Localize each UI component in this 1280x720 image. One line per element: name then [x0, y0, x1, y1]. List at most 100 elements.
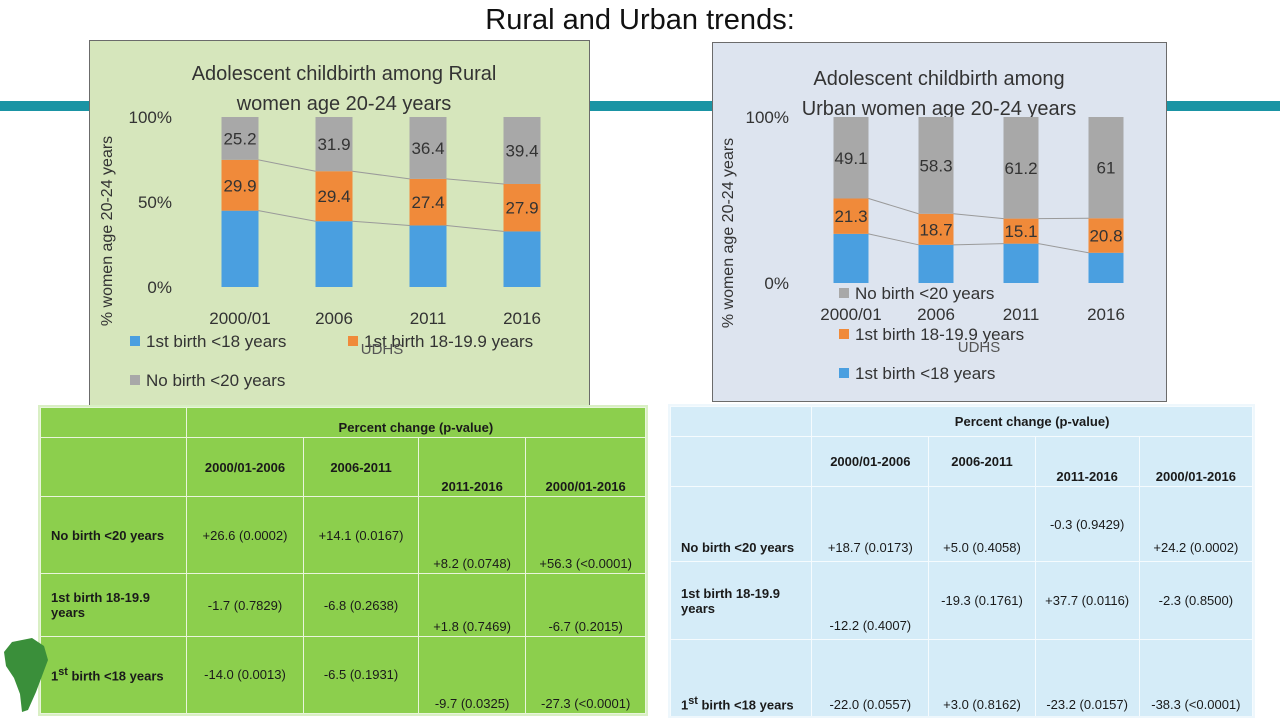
legend-swatch: [348, 336, 358, 346]
x-tick-label: 2016: [1087, 305, 1125, 324]
x-axis-title: UDHS: [958, 339, 1001, 356]
legend-label: 1st birth 18-19.9 years: [855, 325, 1024, 344]
bar-segment: [1003, 117, 1039, 219]
table-cell: -6.8 (0.2638): [303, 573, 419, 637]
africa-map-icon: [4, 638, 48, 712]
table-row: 1st birth <18 years -14.0 (0.0013) -6.5 …: [40, 635, 646, 714]
table-cell: -6.7 (0.2015): [525, 573, 646, 637]
data-label: 29.9: [223, 176, 256, 195]
y-axis-title: % women age 20-24 years: [99, 136, 116, 326]
chart-title: Urban women age 20-24 years: [802, 98, 1077, 120]
table-cell: +18.7 (0.0173): [811, 486, 930, 562]
bar-segment: [833, 233, 869, 283]
series-line: [446, 178, 504, 185]
table-cell: +56.3 (<0.0001): [525, 496, 646, 575]
column-header: 2006-2011: [303, 437, 419, 498]
x-tick-label: 2011: [410, 309, 447, 328]
group-header: Percent change (p-value): [185, 407, 646, 439]
table-cell: -12.2 (0.4007): [811, 561, 930, 640]
table-cell: -2.3 (0.8500): [1138, 561, 1253, 640]
data-label: 27.9: [505, 199, 538, 218]
bar-segment: [918, 117, 954, 214]
row-label-superscript: st: [58, 666, 68, 679]
legend-label: No birth <20 years: [146, 371, 285, 390]
rural-chart-panel: Adolescent childbirth among Rural women a…: [89, 40, 590, 408]
table-cell: -9.7 (0.0325): [417, 635, 527, 714]
table-cell: -14.0 (0.0013): [185, 635, 305, 714]
data-label: 61.2: [1004, 159, 1037, 178]
series-line: [352, 170, 410, 180]
series-line: [352, 220, 410, 226]
legend-label: 1st birth 18-19.9 years: [364, 332, 533, 351]
x-tick-label: 2006: [917, 305, 955, 324]
table-row: No birth <20 years +18.7 (0.0173) +5.0 (…: [670, 486, 1253, 562]
data-label: 39.4: [505, 141, 538, 160]
bar-segment: [409, 117, 447, 179]
column-header: 2000/01-2016: [525, 437, 646, 498]
y-tick-label: 0%: [764, 274, 789, 293]
bar-segment: [833, 117, 869, 199]
table-cell: -38.3 (<0.0001): [1138, 639, 1253, 716]
chart-title: Adolescent childbirth among: [813, 68, 1064, 90]
y-tick-label: 50%: [138, 193, 172, 212]
bar-segment: [221, 210, 259, 287]
column-header: 2000/01-2006: [811, 436, 930, 487]
data-label: 20.8: [1089, 227, 1122, 246]
legend-swatch: [839, 368, 849, 378]
chart-title: Adolescent childbirth among Rural: [192, 63, 497, 85]
bar-segment: [409, 178, 447, 226]
series-line: [1038, 243, 1089, 254]
bar-segment: [918, 213, 954, 245]
table-cell: -6.5 (0.1931): [303, 635, 419, 714]
table-cell: +37.7 (0.0116): [1034, 561, 1140, 640]
y-tick-label: 0%: [147, 278, 172, 297]
table-corner: [40, 437, 187, 498]
legend-swatch: [130, 375, 140, 385]
series-line: [953, 243, 1004, 246]
row-label: 1st birth 18-19.9 years: [40, 573, 187, 637]
data-label: 36.4: [411, 139, 444, 158]
x-tick-label: 2016: [503, 309, 541, 328]
bar-segment: [1003, 218, 1039, 244]
bar-segment: [833, 198, 869, 234]
bar-segment: [221, 159, 259, 211]
data-label: 61: [1097, 159, 1116, 178]
series-line: [446, 224, 504, 232]
bar-segment: [1088, 117, 1124, 219]
table-row: 1st birth <18 years -22.0 (0.0557) +3.0 …: [670, 639, 1253, 716]
data-label: 21.3: [834, 207, 867, 226]
data-label: 18.7: [919, 220, 952, 239]
table-cell: -23.2 (0.0157): [1034, 639, 1140, 716]
table-cell: -19.3 (0.1761): [928, 561, 1036, 640]
data-label: 25.2: [223, 129, 256, 148]
rural-percent-change-table: Percent change (p-value) 2000/01-2006 20…: [38, 405, 648, 716]
row-label: No birth <20 years: [670, 486, 813, 562]
series-line: [953, 213, 1004, 220]
column-header: 2000/01-2016: [1138, 436, 1253, 487]
bar-segment: [918, 244, 954, 283]
bar-segment: [221, 117, 259, 160]
table-cell: +3.0 (0.8162): [928, 639, 1036, 716]
row-label-prefix: 1: [51, 668, 59, 684]
urban-chart: Adolescent childbirth among Urban women a…: [720, 68, 1125, 383]
row-label: 1st birth <18 years: [670, 639, 813, 716]
bar-segment: [315, 171, 353, 222]
table-cell: +1.8 (0.7469): [417, 573, 527, 637]
x-tick-label: 2000/01: [209, 309, 270, 328]
series-line: [258, 210, 316, 222]
column-header: 2011-2016: [1034, 436, 1140, 487]
legend-label: 1st birth <18 years: [855, 364, 995, 383]
table-row: 1st birth 18-19.9 years -1.7 (0.7829) -6…: [40, 573, 646, 637]
bar-segment: [1088, 252, 1124, 283]
legend-swatch: [130, 336, 140, 346]
table-row: No birth <20 years +26.6 (0.0002) +14.1 …: [40, 496, 646, 575]
group-header: Percent change (p-value): [811, 406, 1253, 437]
chart-title: women age 20-24 years: [236, 93, 452, 115]
y-tick-label: 100%: [746, 108, 789, 127]
teal-header-band: [0, 101, 1280, 111]
table-corner: [670, 436, 813, 487]
x-tick-label: 2006: [315, 309, 353, 328]
table-cell: +14.1 (0.0167): [303, 496, 419, 575]
y-axis-title: % women age 20-24 years: [720, 138, 737, 328]
column-header: 2006-2011: [928, 436, 1036, 487]
